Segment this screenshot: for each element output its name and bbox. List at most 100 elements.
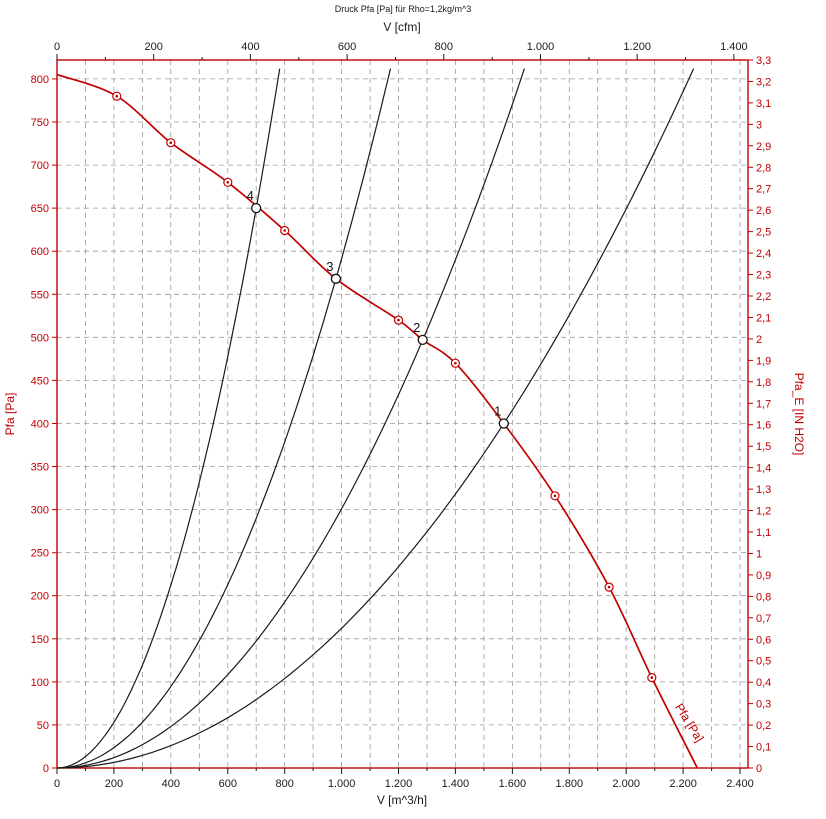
operating-point-3 — [330, 273, 342, 284]
left-axis-tick-label: 50 — [37, 720, 49, 732]
x-axis-tick-label: 200 — [105, 778, 123, 790]
right-axis-tick-label: 2,5 — [756, 227, 771, 239]
curve-marker-dot — [283, 229, 287, 232]
left-axis-tick-label: 350 — [31, 462, 49, 474]
right-axis-tick-label: 0,2 — [756, 720, 771, 732]
fan-curve-path — [56, 73, 699, 769]
operating-point-label-1: 1 — [494, 404, 501, 419]
operating-point-2 — [417, 334, 428, 346]
curve-marker-dot — [454, 361, 457, 365]
right-axis-tick-label: 3,1 — [756, 98, 771, 110]
right-axis-tick-label: 0,9 — [756, 570, 771, 582]
x-axis-tick-label: 2.400 — [726, 778, 754, 790]
right-axis-tick-label: 1,6 — [756, 420, 771, 432]
right-axis-tick-label: 1 — [756, 549, 762, 561]
right-axis-tick-label: 1,3 — [756, 484, 771, 496]
curve-marker-dot — [553, 494, 557, 498]
curve-marker-dot — [650, 676, 654, 679]
plot-border — [56, 59, 749, 769]
left-axis-tick-label: 450 — [31, 375, 49, 387]
right-axis-tick-label: 1,7 — [756, 398, 771, 410]
right-axis-tick-label: 1,8 — [756, 377, 771, 389]
left-axis-tick-label: 500 — [31, 332, 49, 344]
right-axis-tick-label: 2 — [756, 334, 762, 346]
right-axis-tick-label: 0,7 — [756, 613, 771, 625]
top-axis-tick-label: 400 — [241, 41, 259, 53]
right-axis-tick-label: 2,9 — [756, 141, 771, 153]
right-axis-tick-label: 0,8 — [756, 591, 771, 603]
curve-marker-dot — [607, 585, 611, 589]
system-curve-2 — [56, 68, 525, 769]
right-axis-tick-label: 1,5 — [756, 441, 771, 453]
curve-marker-dot — [169, 141, 173, 144]
system-curve-3 — [56, 68, 392, 769]
x-axis-tick-label: 600 — [219, 778, 237, 790]
right-axis-tick-label: 0,1 — [756, 742, 771, 754]
plot-frame — [56, 59, 749, 769]
right-axis-tick-label: 3,2 — [756, 77, 771, 89]
operating-point-1 — [498, 418, 509, 429]
x-axis-tick-label: 1.000 — [328, 778, 356, 790]
left-axis-tick-label: 750 — [31, 117, 49, 129]
x-axis-tick-label: 1.400 — [442, 778, 470, 790]
x-axis-tick-label: 0 — [54, 778, 60, 790]
right-axis-tick-label: 2,7 — [756, 184, 771, 196]
right-axis-title: Pfa_E [IN H2O] — [792, 373, 806, 456]
system-curve-1 — [56, 68, 695, 769]
axis-ticks — [52, 54, 753, 774]
right-axis-tick-label: 0,4 — [756, 677, 771, 689]
left-axis-tick-label: 400 — [31, 419, 49, 431]
top-axis-tick-label: 200 — [145, 41, 163, 53]
fan-curve — [56, 73, 699, 769]
left-axis-tick-label: 650 — [31, 203, 49, 215]
x-axis-tick-label: 400 — [162, 778, 180, 790]
x-axis-tick-label: 800 — [276, 778, 294, 790]
left-axis-tick-label: 150 — [31, 634, 49, 646]
curve-marker-dot — [226, 181, 230, 184]
right-axis-tick-label: 0,3 — [756, 699, 771, 711]
right-axis-tick-label: 2,3 — [756, 270, 771, 282]
right-axis-tick-label: 2,4 — [756, 248, 771, 260]
left-axis-tick-label: 550 — [31, 289, 49, 301]
x-axis-tick-label: 1.800 — [556, 778, 584, 790]
right-axis-tick-label: 2,2 — [756, 291, 771, 303]
left-axis-tick-label: 100 — [31, 677, 49, 689]
left-axis-title: Pfa [Pa] — [3, 393, 17, 436]
left-axis-tick-label: 250 — [31, 548, 49, 560]
left-axis-tick-label: 300 — [31, 505, 49, 517]
left-axis-tick-label: 600 — [31, 246, 49, 258]
top-axis-tick-label: 1.400 — [720, 41, 748, 53]
top-axis-tick-label: 1.200 — [623, 41, 651, 53]
x-axis-tick-label: 2.200 — [669, 778, 697, 790]
x-axis-tick-label: 2.000 — [612, 778, 640, 790]
system-resistance-curves — [56, 68, 695, 769]
top-axis-tick-label: 0 — [54, 41, 60, 53]
right-axis-tick-label: 1,1 — [756, 527, 771, 539]
right-axis-tick-label: 2,8 — [756, 162, 771, 174]
curve-marker-dot — [115, 94, 119, 98]
top-axis-title: V [cfm] — [383, 20, 420, 34]
curve-marker-dot — [397, 318, 400, 322]
system-curve-4 — [56, 68, 281, 769]
operating-point-label-3: 3 — [326, 259, 333, 274]
right-axis-tick-label: 2,1 — [756, 313, 771, 325]
right-axis-tick-label: 0,6 — [756, 634, 771, 646]
chart-title: Druck Pfa [Pa] für Rho=1,2kg/m^3 — [335, 4, 472, 14]
fan-curve-label: Pfa [Pa] — [672, 701, 707, 745]
right-axis-tick-label: 1,2 — [756, 506, 771, 518]
right-axis-tick-label: 2,6 — [756, 205, 771, 217]
operating-point-4 — [251, 202, 262, 214]
right-axis-tick-label: 0 — [756, 763, 762, 775]
top-axis-tick-label: 800 — [435, 41, 453, 53]
left-axis-tick-label: 0 — [43, 763, 49, 775]
x-axis-tick-label: 1.600 — [499, 778, 527, 790]
right-axis-tick-label: 1,4 — [756, 463, 771, 475]
right-axis-tick-label: 3 — [756, 119, 762, 131]
axis-tick-labels: 0 200 400 600 800 1.000 1.200 1.400 1.600 1.800 2.… — [31, 41, 772, 790]
curve-markers — [112, 91, 657, 683]
left-axis-tick-label: 800 — [31, 74, 49, 86]
left-axis-tick-label: 200 — [31, 591, 49, 603]
right-axis-tick-label: 0,5 — [756, 656, 771, 668]
